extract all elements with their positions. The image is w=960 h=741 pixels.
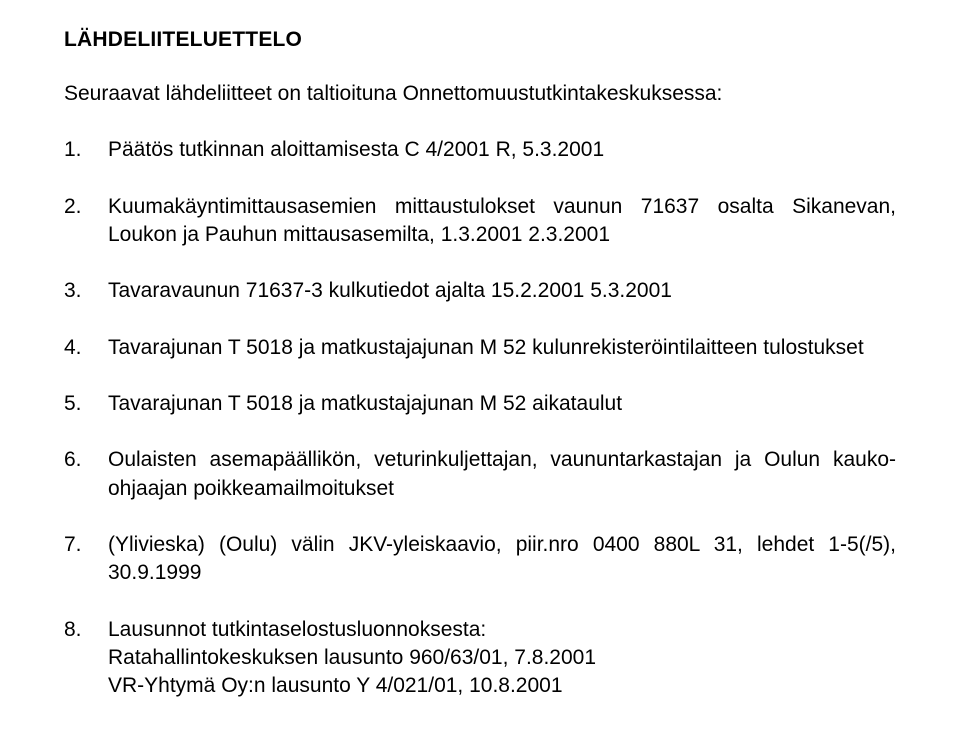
item-number: 8.	[64, 616, 108, 644]
item-text: Päätös tutkinnan aloittamisesta C 4/2001…	[108, 136, 896, 164]
list-item: 3. Tavaravaunun 71637-3 kulkutiedot ajal…	[64, 277, 896, 305]
item-text-subline: VR-Yhtymä Oy:n lausunto Y 4/021/01, 10.8…	[108, 672, 896, 700]
document-page: LÄHDELIITELUETTELO Seuraavat lähdeliitte…	[0, 0, 960, 741]
intro-text: Seuraavat lähdeliitteet on taltioituna O…	[64, 80, 896, 108]
list-item: 8. Lausunnot tutkintaselostusluonnoksest…	[64, 616, 896, 701]
list-item: 2. Kuumakäyntimittausasemien mittaustulo…	[64, 193, 896, 250]
item-text: Lausunnot tutkintaselostusluonnoksesta: …	[108, 616, 896, 701]
item-text-subline: Ratahallintokeskuksen lausunto 960/63/01…	[108, 644, 896, 672]
attachment-list: 1. Päätös tutkinnan aloittamisesta C 4/2…	[64, 136, 896, 700]
item-text: Tavaravaunun 71637-3 kulkutiedot ajalta …	[108, 277, 896, 305]
list-item: 5. Tavarajunan T 5018 ja matkustajajunan…	[64, 390, 896, 418]
item-number: 4.	[64, 334, 108, 362]
item-text: (Ylivieska) (Oulu) välin JKV-yleiskaavio…	[108, 531, 896, 588]
item-text-line: Lausunnot tutkintaselostusluonnoksesta:	[108, 616, 896, 644]
item-text: Tavarajunan T 5018 ja matkustajajunan M …	[108, 390, 896, 418]
item-number: 1.	[64, 136, 108, 164]
item-number: 7.	[64, 531, 108, 559]
list-item: 6. Oulaisten asemapäällikön, veturinkulj…	[64, 446, 896, 503]
item-number: 6.	[64, 446, 108, 474]
item-text: Oulaisten asemapäällikön, veturinkuljett…	[108, 446, 896, 503]
item-text: Tavarajunan T 5018 ja matkustajajunan M …	[108, 334, 896, 362]
page-title: LÄHDELIITELUETTELO	[64, 28, 896, 52]
list-item: 1. Päätös tutkinnan aloittamisesta C 4/2…	[64, 136, 896, 164]
list-item: 4. Tavarajunan T 5018 ja matkustajajunan…	[64, 334, 896, 362]
item-text: Kuumakäyntimittausasemien mittaustulokse…	[108, 193, 896, 250]
item-number: 5.	[64, 390, 108, 418]
item-number: 2.	[64, 193, 108, 221]
item-number: 3.	[64, 277, 108, 305]
list-item: 7. (Ylivieska) (Oulu) välin JKV-yleiskaa…	[64, 531, 896, 588]
